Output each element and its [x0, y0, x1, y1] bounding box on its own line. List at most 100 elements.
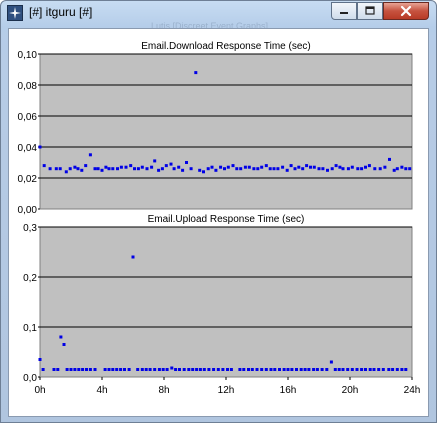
data-point — [223, 167, 226, 171]
data-point — [325, 368, 329, 371]
chart-1: Email.Download Response Time (sec) 0,00 0,… — [18, 41, 413, 216]
y-tick-label: 0,1 — [23, 323, 37, 334]
data-point — [333, 368, 337, 371]
maximize-icon — [365, 6, 375, 15]
data-point — [360, 167, 364, 171]
data-point — [157, 368, 161, 371]
data-point — [226, 368, 229, 371]
data-point — [293, 167, 297, 171]
data-point — [272, 167, 276, 171]
data-point — [392, 168, 396, 172]
data-point — [281, 165, 285, 169]
data-point — [194, 71, 198, 75]
data-point — [252, 167, 256, 171]
plot-area — [39, 226, 413, 378]
data-point — [350, 368, 354, 371]
chart-title: Email.Download Response Time (sec) — [141, 41, 311, 52]
window-title: [#] itguru [#] — [29, 5, 93, 19]
data-point — [136, 368, 140, 371]
data-point — [88, 153, 92, 157]
data-point — [198, 368, 202, 371]
data-point — [388, 157, 391, 161]
data-point — [260, 165, 264, 169]
y-tick-label: 0,04 — [18, 143, 38, 154]
data-point — [355, 368, 359, 371]
y-tick-label: 0,0 — [23, 373, 37, 384]
data-point — [181, 168, 185, 172]
data-point — [187, 368, 191, 371]
data-point — [387, 368, 391, 371]
data-point — [81, 368, 85, 371]
x-tick-label: 24h — [404, 385, 421, 396]
data-point — [404, 368, 408, 371]
data-point — [360, 368, 364, 371]
close-button[interactable] — [383, 2, 429, 20]
data-point — [221, 368, 225, 371]
ghost-title-text: Lutis [Discreet Event Graphs] — [151, 21, 269, 31]
data-point — [73, 368, 77, 371]
data-point — [273, 368, 277, 371]
data-point — [144, 368, 148, 371]
data-point — [38, 145, 42, 149]
data-point — [247, 165, 251, 169]
data-point — [255, 368, 259, 371]
data-point — [367, 164, 371, 168]
minimize-button[interactable] — [331, 2, 357, 20]
data-point — [264, 164, 268, 168]
data-point — [330, 167, 334, 171]
data-point — [404, 167, 408, 171]
data-point — [76, 167, 80, 171]
data-point — [164, 164, 168, 168]
data-point — [216, 368, 220, 371]
data-point — [131, 255, 135, 259]
data-point — [250, 368, 254, 371]
data-point — [268, 167, 272, 171]
data-point — [207, 368, 211, 371]
data-point — [165, 368, 169, 371]
data-point — [100, 168, 104, 172]
data-point — [123, 368, 126, 371]
data-point — [182, 368, 186, 371]
data-point — [202, 368, 206, 371]
data-point — [210, 165, 214, 169]
data-point — [231, 164, 235, 168]
data-point — [373, 167, 377, 171]
data-point — [189, 167, 193, 171]
data-point — [177, 165, 181, 169]
data-point — [329, 360, 333, 364]
data-point — [62, 343, 66, 346]
data-point — [364, 368, 367, 371]
data-point — [157, 168, 161, 172]
data-point — [256, 167, 260, 171]
data-point — [214, 168, 218, 172]
data-point — [58, 167, 62, 171]
data-point — [148, 368, 152, 371]
data-point — [80, 168, 84, 172]
data-point — [185, 161, 188, 164]
data-point — [88, 368, 92, 371]
data-point — [104, 165, 108, 169]
plots-canvas: Email.Download Response Time (sec) 0,00 0,… — [18, 41, 421, 396]
maximize-button[interactable] — [357, 2, 383, 20]
title-bar[interactable]: [#] itguru [#] Lutis [Discreet Event Gra… — [1, 1, 436, 31]
y-tick-label: 0,3 — [23, 223, 37, 234]
data-point — [356, 167, 360, 171]
data-point — [116, 167, 119, 171]
data-point — [400, 165, 404, 169]
data-point — [378, 167, 382, 171]
data-point — [93, 368, 97, 371]
data-point — [276, 167, 280, 171]
data-point — [377, 368, 381, 371]
data-point — [178, 368, 181, 371]
data-point — [69, 368, 73, 371]
data-point — [103, 368, 107, 371]
data-point — [169, 162, 173, 166]
data-point — [309, 165, 312, 169]
data-point — [395, 167, 399, 171]
data-point — [140, 165, 144, 169]
data-point — [278, 368, 281, 371]
data-point — [85, 368, 88, 371]
data-point — [305, 164, 309, 168]
data-point — [119, 165, 123, 169]
